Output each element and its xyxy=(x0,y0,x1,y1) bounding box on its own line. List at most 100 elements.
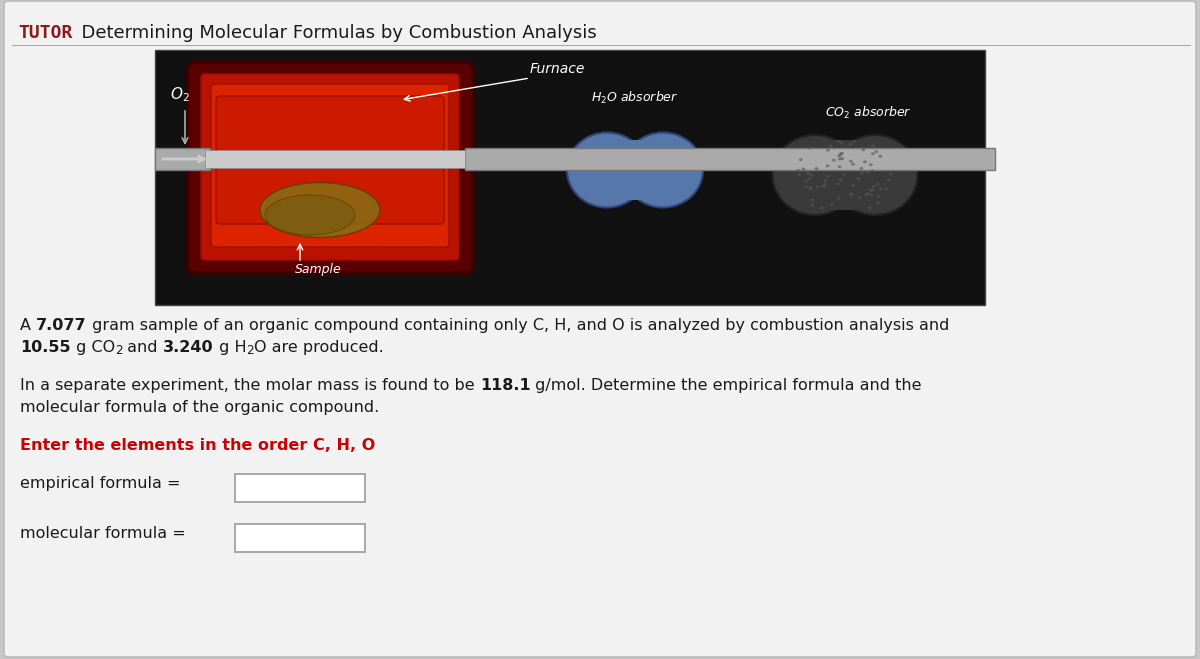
Ellipse shape xyxy=(848,143,852,146)
Ellipse shape xyxy=(826,165,829,167)
Ellipse shape xyxy=(802,167,805,171)
Ellipse shape xyxy=(826,175,830,178)
Ellipse shape xyxy=(823,183,827,186)
Text: 3.240: 3.240 xyxy=(163,340,214,355)
Ellipse shape xyxy=(808,177,811,181)
Text: g H: g H xyxy=(214,340,246,355)
Ellipse shape xyxy=(871,185,876,188)
Ellipse shape xyxy=(838,165,841,168)
Ellipse shape xyxy=(265,195,355,235)
Ellipse shape xyxy=(839,179,842,181)
Ellipse shape xyxy=(887,179,890,181)
Ellipse shape xyxy=(836,140,841,143)
Ellipse shape xyxy=(840,152,844,155)
Ellipse shape xyxy=(773,135,858,215)
Ellipse shape xyxy=(876,195,881,198)
Ellipse shape xyxy=(876,201,880,204)
FancyBboxPatch shape xyxy=(155,50,985,305)
Ellipse shape xyxy=(852,184,856,187)
Ellipse shape xyxy=(863,160,868,163)
Ellipse shape xyxy=(796,169,800,172)
Ellipse shape xyxy=(836,197,841,200)
Ellipse shape xyxy=(816,185,820,188)
Text: $O_2$: $O_2$ xyxy=(170,85,190,103)
Text: 7.077: 7.077 xyxy=(36,318,86,333)
Ellipse shape xyxy=(860,171,864,175)
Ellipse shape xyxy=(841,173,846,176)
Ellipse shape xyxy=(809,173,814,177)
FancyBboxPatch shape xyxy=(4,1,1196,657)
Ellipse shape xyxy=(852,140,856,143)
Ellipse shape xyxy=(869,163,872,166)
Text: TUTOR: TUTOR xyxy=(18,24,72,42)
Ellipse shape xyxy=(878,187,883,190)
Ellipse shape xyxy=(809,187,812,190)
Ellipse shape xyxy=(833,135,918,215)
Text: Furnace: Furnace xyxy=(530,62,586,76)
Ellipse shape xyxy=(806,172,810,175)
Ellipse shape xyxy=(806,146,811,150)
Text: g CO: g CO xyxy=(71,340,115,355)
Ellipse shape xyxy=(815,167,818,170)
Ellipse shape xyxy=(840,158,845,160)
Text: Determining Molecular Formulas by Combustion Analysis: Determining Molecular Formulas by Combus… xyxy=(70,24,596,42)
Ellipse shape xyxy=(829,144,833,148)
Ellipse shape xyxy=(820,206,823,210)
Ellipse shape xyxy=(878,155,882,158)
Ellipse shape xyxy=(826,149,830,152)
Ellipse shape xyxy=(871,144,875,148)
Text: molecular formula of the organic compound.: molecular formula of the organic compoun… xyxy=(20,400,379,415)
Text: molecular formula =: molecular formula = xyxy=(20,526,186,541)
Ellipse shape xyxy=(862,148,865,152)
Ellipse shape xyxy=(568,132,647,208)
FancyBboxPatch shape xyxy=(187,62,473,273)
Text: and: and xyxy=(122,340,163,355)
FancyBboxPatch shape xyxy=(202,74,458,260)
FancyBboxPatch shape xyxy=(211,84,449,247)
Ellipse shape xyxy=(870,169,875,172)
Text: $H_2O$ absorber: $H_2O$ absorber xyxy=(592,90,679,106)
Text: O are produced.: O are produced. xyxy=(254,340,384,355)
Ellipse shape xyxy=(803,180,808,183)
Ellipse shape xyxy=(869,189,872,192)
Text: Enter the elements in the order C, H, O: Enter the elements in the order C, H, O xyxy=(20,438,376,453)
Ellipse shape xyxy=(804,186,808,188)
Ellipse shape xyxy=(871,152,875,155)
Text: 2: 2 xyxy=(246,344,254,357)
Text: 10.55: 10.55 xyxy=(20,340,71,355)
Text: empirical formula =: empirical formula = xyxy=(20,476,180,491)
Ellipse shape xyxy=(848,193,853,196)
Ellipse shape xyxy=(838,154,841,158)
Ellipse shape xyxy=(857,177,860,181)
Ellipse shape xyxy=(871,188,875,192)
Ellipse shape xyxy=(821,185,826,188)
Ellipse shape xyxy=(876,183,880,186)
Ellipse shape xyxy=(851,163,856,166)
Ellipse shape xyxy=(865,192,870,195)
FancyBboxPatch shape xyxy=(216,96,444,224)
Text: g/mol. Determine the empirical formula and the: g/mol. Determine the empirical formula a… xyxy=(530,378,922,393)
Ellipse shape xyxy=(260,183,380,237)
Ellipse shape xyxy=(822,185,827,188)
Ellipse shape xyxy=(864,193,868,196)
Ellipse shape xyxy=(884,187,888,190)
FancyBboxPatch shape xyxy=(814,140,877,210)
FancyBboxPatch shape xyxy=(235,524,365,552)
Text: In a separate experiment, the molar mass is found to be: In a separate experiment, the molar mass… xyxy=(20,378,480,393)
Ellipse shape xyxy=(838,158,842,161)
Text: $CO_2$ absorber: $CO_2$ absorber xyxy=(824,105,911,121)
Ellipse shape xyxy=(889,172,893,175)
Ellipse shape xyxy=(623,132,703,208)
Ellipse shape xyxy=(875,150,878,153)
FancyBboxPatch shape xyxy=(466,148,995,170)
Ellipse shape xyxy=(823,179,828,182)
Ellipse shape xyxy=(797,173,802,176)
Text: A: A xyxy=(20,318,36,333)
Ellipse shape xyxy=(830,204,834,206)
Ellipse shape xyxy=(836,183,840,185)
FancyBboxPatch shape xyxy=(155,148,210,170)
Text: 2: 2 xyxy=(115,344,122,357)
FancyBboxPatch shape xyxy=(205,150,466,168)
Ellipse shape xyxy=(810,203,814,206)
Ellipse shape xyxy=(865,171,869,174)
